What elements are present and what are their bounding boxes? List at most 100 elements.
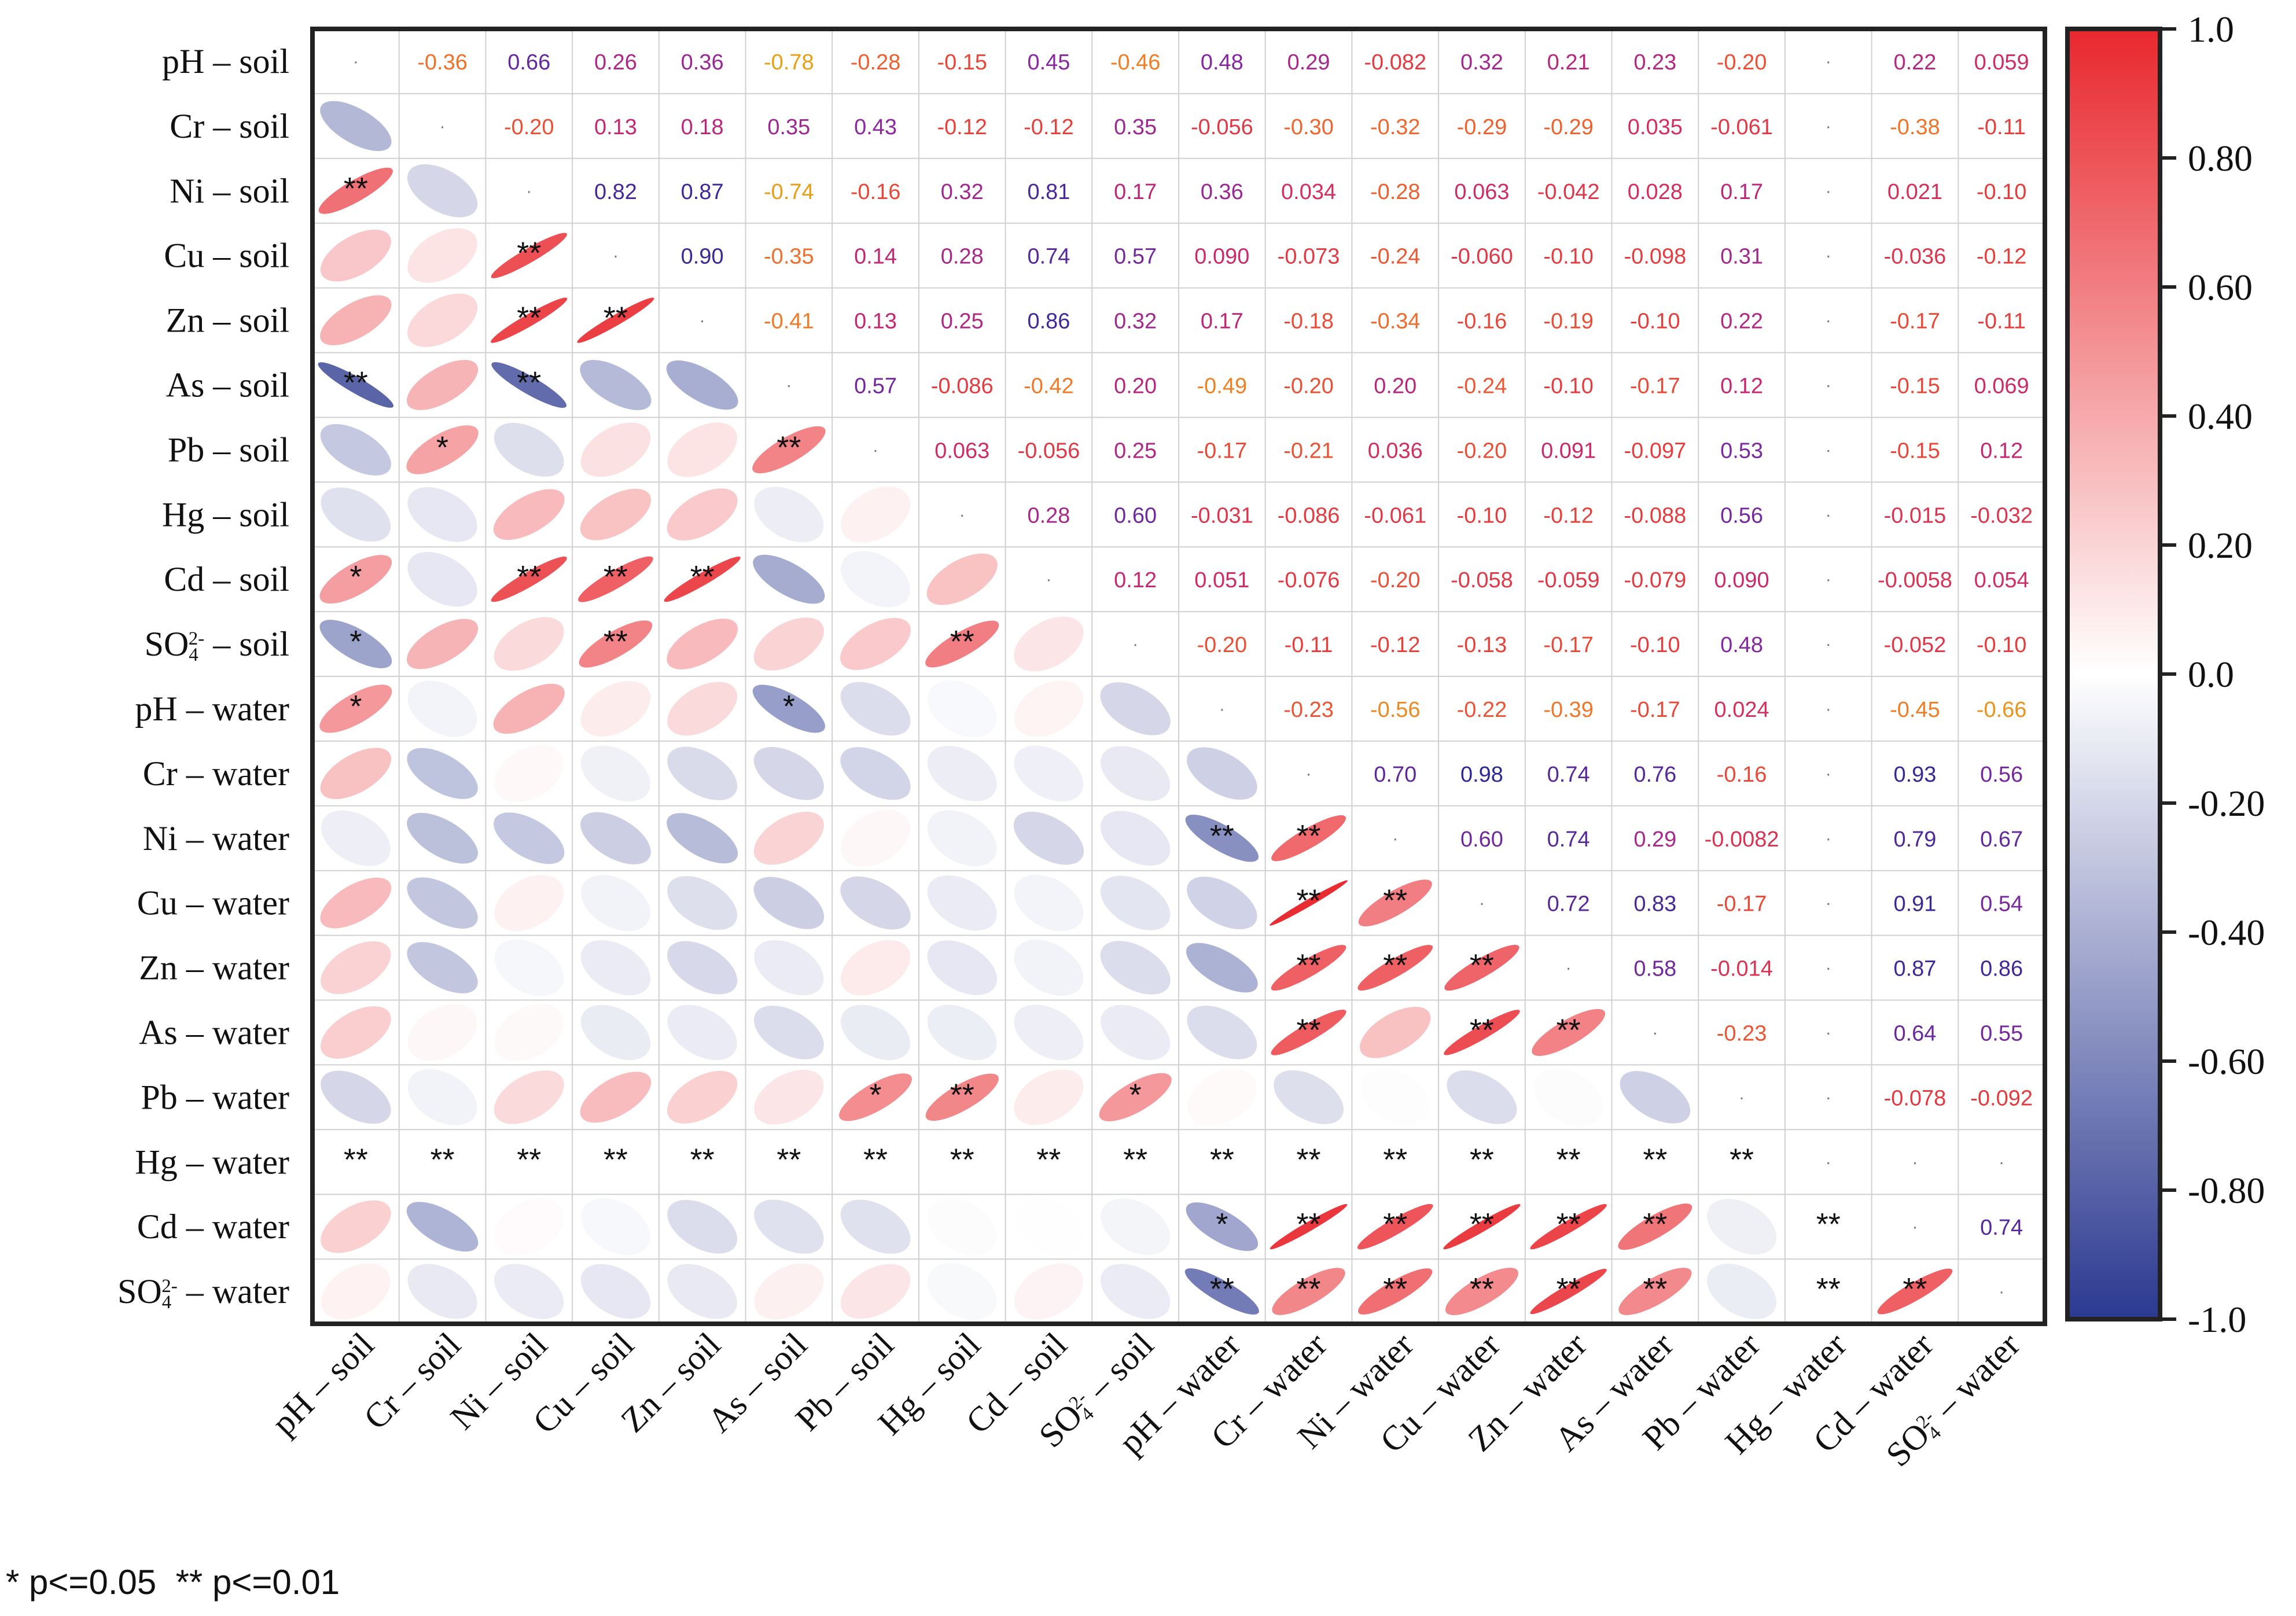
correlation-ellipse bbox=[1271, 945, 1346, 991]
empty-mark: · bbox=[1826, 376, 1831, 395]
correlation-value: -0.29 bbox=[1457, 115, 1507, 139]
correlation-value: 0.90 bbox=[681, 245, 724, 269]
significance-mark: ** bbox=[604, 1142, 628, 1177]
correlation-value: -0.23 bbox=[1717, 1021, 1767, 1046]
correlation-value: 0.56 bbox=[1980, 763, 2023, 787]
correlation-value: -0.10 bbox=[1977, 633, 2027, 657]
correlation-value: -0.10 bbox=[1543, 245, 1594, 269]
correlation-value: 0.054 bbox=[1974, 568, 2029, 592]
correlation-ellipse bbox=[580, 1072, 652, 1123]
empty-mark: · bbox=[1826, 505, 1831, 524]
correlation-value: -0.061 bbox=[1710, 115, 1773, 139]
correlation-value: -0.078 bbox=[1884, 1086, 1947, 1110]
correlation-ellipse bbox=[1271, 1010, 1346, 1055]
correlation-value: -0.20 bbox=[1370, 568, 1421, 592]
colorbar-tick-label: 0.20 bbox=[2188, 525, 2253, 566]
significance-mark: ** bbox=[344, 171, 368, 206]
correlation-ellipse bbox=[318, 167, 393, 214]
correlation-value: -0.49 bbox=[1197, 374, 1248, 398]
correlation-value: 0.48 bbox=[1720, 633, 1763, 657]
correlation-ellipse bbox=[406, 619, 479, 669]
correlation-value: -0.19 bbox=[1543, 310, 1594, 334]
correlation-ellipse bbox=[925, 1073, 999, 1121]
correlation-value: -0.18 bbox=[1283, 310, 1334, 334]
correlation-ellipse bbox=[841, 809, 910, 867]
correlation-value: 0.17 bbox=[1114, 180, 1157, 204]
correlation-value: 0.35 bbox=[1114, 115, 1157, 139]
correlation-value: -0.15 bbox=[1890, 374, 1940, 398]
correlation-value: -0.32 bbox=[1370, 115, 1421, 139]
correlation-value: -0.20 bbox=[504, 115, 554, 139]
correlation-value: -0.20 bbox=[1457, 439, 1507, 463]
correlation-ellipse bbox=[1100, 811, 1171, 866]
correlation-ellipse bbox=[925, 620, 999, 668]
correlation-ellipse bbox=[1272, 1268, 1345, 1315]
correlation-value: 0.86 bbox=[1980, 957, 2023, 981]
row-label: Ni – water bbox=[143, 819, 289, 857]
correlation-value: -0.10 bbox=[1543, 374, 1594, 398]
correlation-ellipse bbox=[752, 684, 825, 733]
row-label: SO42- – soil bbox=[145, 625, 289, 665]
correlation-ellipse bbox=[1014, 1069, 1084, 1125]
correlation-value: -0.16 bbox=[851, 180, 901, 204]
correlation-ellipse bbox=[1358, 1268, 1433, 1315]
correlation-value: 0.60 bbox=[1460, 827, 1503, 852]
correlation-value: 0.76 bbox=[1633, 763, 1676, 787]
empty-mark: · bbox=[1826, 764, 1831, 783]
correlation-ellipse bbox=[840, 876, 911, 930]
correlation-ellipse bbox=[321, 487, 391, 542]
correlation-ellipse bbox=[1187, 1006, 1257, 1059]
correlation-ellipse bbox=[754, 1199, 824, 1254]
correlation-value: -0.17 bbox=[1630, 374, 1680, 398]
correlation-ellipse bbox=[1270, 880, 1348, 926]
correlation-ellipse bbox=[840, 747, 911, 800]
correlation-value: 0.32 bbox=[1114, 310, 1157, 334]
correlation-value: -0.073 bbox=[1278, 245, 1340, 269]
correlation-ellipse bbox=[321, 1070, 391, 1124]
correlation-ellipse bbox=[1185, 814, 1259, 862]
correlation-value: 0.28 bbox=[1027, 503, 1070, 528]
correlation-ellipse bbox=[1187, 1069, 1257, 1126]
correlation-value: 0.60 bbox=[1114, 503, 1157, 528]
correlation-ellipse bbox=[1014, 1263, 1084, 1320]
correlation-ellipse bbox=[580, 1264, 651, 1319]
correlation-ellipse bbox=[494, 812, 565, 864]
colorbar-tick-label: -0.80 bbox=[2188, 1170, 2265, 1211]
significance-mark: ** bbox=[1470, 1272, 1494, 1306]
correlation-ellipse bbox=[927, 810, 997, 867]
significance-mark: ** bbox=[1643, 1207, 1667, 1242]
correlation-value: 0.13 bbox=[594, 115, 637, 139]
correlation-value: 0.28 bbox=[941, 245, 984, 269]
significance-mark: ** bbox=[1297, 819, 1321, 853]
correlation-ellipse bbox=[753, 811, 824, 865]
correlation-value: 0.48 bbox=[1201, 50, 1243, 75]
correlation-ellipse bbox=[1101, 746, 1171, 801]
correlation-ellipse bbox=[491, 556, 567, 602]
correlation-ellipse bbox=[580, 940, 651, 996]
correlation-value: 0.74 bbox=[1547, 827, 1590, 852]
correlation-ellipse bbox=[494, 1004, 564, 1061]
correlation-ellipse bbox=[926, 553, 998, 605]
significance-mark: ** bbox=[517, 301, 541, 336]
significance-legend: * p<=0.05 ** p<=0.01 bbox=[6, 1563, 340, 1602]
correlation-value: -0.17 bbox=[1890, 310, 1940, 334]
correlation-ellipse bbox=[1270, 1204, 1348, 1250]
correlation-ellipse bbox=[754, 940, 824, 996]
correlation-ellipse bbox=[1186, 1202, 1259, 1251]
correlation-value: -0.17 bbox=[1717, 892, 1767, 916]
row-labels: pH – soil Cr – soil Ni – soil Cu – soil Zn –… bbox=[117, 42, 289, 1313]
significance-mark: ** bbox=[1643, 1272, 1667, 1306]
significance-mark: ** bbox=[517, 559, 541, 594]
correlation-ellipse bbox=[1014, 680, 1084, 737]
correlation-value: -0.28 bbox=[851, 50, 901, 75]
correlation-value: -0.036 bbox=[1884, 245, 1947, 269]
correlation-ellipse bbox=[840, 1264, 911, 1319]
significance-mark: ** bbox=[1383, 884, 1407, 918]
significance-mark: * bbox=[349, 559, 362, 594]
diagonal-mark: · bbox=[1739, 1088, 1745, 1107]
correlation-ellipse bbox=[407, 748, 478, 800]
correlation-value: -0.56 bbox=[1370, 698, 1421, 722]
correlation-value: 0.87 bbox=[681, 180, 724, 204]
significance-mark: ** bbox=[344, 365, 368, 400]
correlation-value: 0.14 bbox=[854, 245, 897, 269]
